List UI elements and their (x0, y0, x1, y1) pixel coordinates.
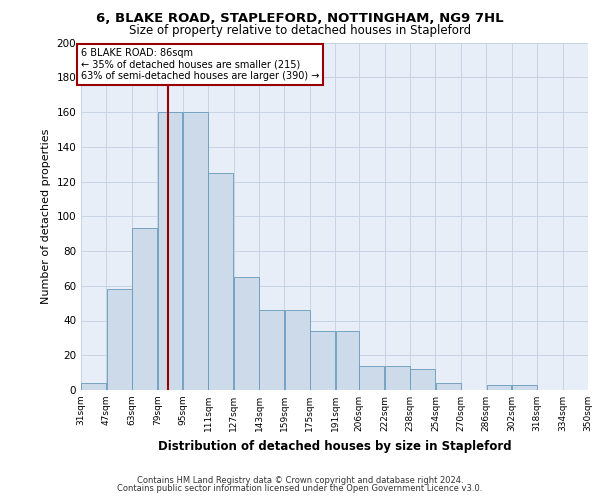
Bar (208, 173, 233, 390)
Bar (410, 369, 435, 390)
Y-axis label: Number of detached properties: Number of detached properties (41, 128, 51, 304)
Bar (335, 331, 359, 390)
Bar (183, 112, 208, 390)
Text: Contains HM Land Registry data © Crown copyright and database right 2024.: Contains HM Land Registry data © Crown c… (137, 476, 463, 485)
Bar (512, 385, 537, 390)
Text: 6, BLAKE ROAD, STAPLEFORD, NOTTINGHAM, NG9 7HL: 6, BLAKE ROAD, STAPLEFORD, NOTTINGHAM, N… (96, 12, 504, 26)
Bar (259, 310, 284, 390)
Bar (436, 383, 461, 390)
Bar (588, 386, 600, 390)
Bar (359, 366, 385, 390)
Text: 6 BLAKE ROAD: 86sqm
← 35% of detached houses are smaller (215)
63% of semi-detac: 6 BLAKE ROAD: 86sqm ← 35% of detached ho… (81, 48, 319, 81)
Bar (385, 366, 410, 390)
Bar (487, 385, 511, 390)
X-axis label: Distribution of detached houses by size in Stapleford: Distribution of detached houses by size … (158, 440, 511, 452)
Bar (158, 112, 182, 390)
Bar (234, 277, 259, 390)
Bar (310, 331, 335, 390)
Bar (107, 289, 131, 390)
Text: Size of property relative to detached houses in Stapleford: Size of property relative to detached ho… (129, 24, 471, 37)
Bar (132, 228, 157, 390)
Bar (81, 383, 106, 390)
Text: Contains public sector information licensed under the Open Government Licence v3: Contains public sector information licen… (118, 484, 482, 493)
Bar (284, 310, 310, 390)
